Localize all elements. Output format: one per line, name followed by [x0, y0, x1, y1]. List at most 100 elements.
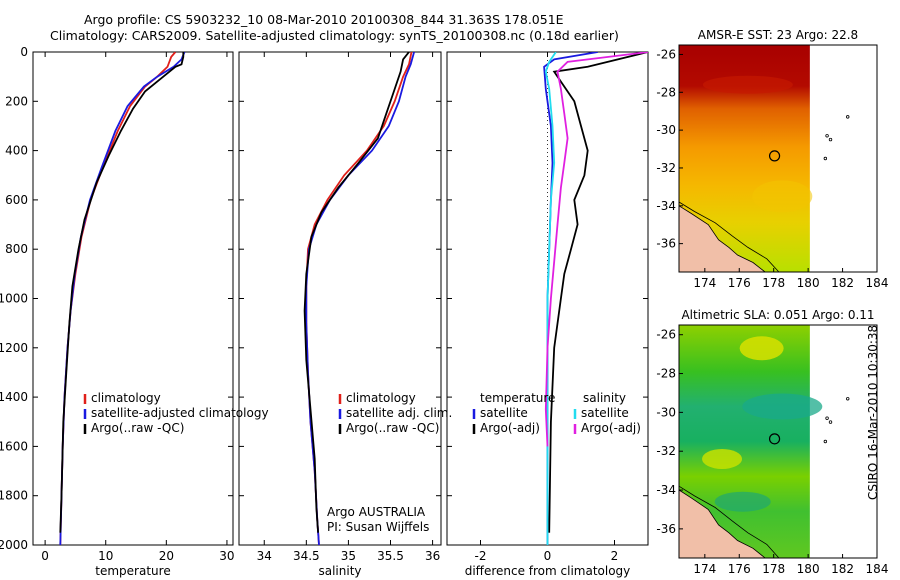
map-y-tick-label: -30: [656, 123, 676, 137]
x-tick-label: 2: [611, 549, 619, 563]
island-marker: [828, 137, 833, 142]
map-y-tick-label: -36: [656, 237, 676, 251]
map-y-tick-label: -32: [656, 444, 676, 458]
map-y-tick-label: -34: [656, 483, 676, 497]
island-marker: [825, 134, 829, 138]
y-tick-label: 1400: [0, 390, 28, 404]
map-x-tick-label: 182: [831, 562, 854, 576]
diff-legend-temperature-heading: temperature: [480, 391, 555, 405]
series-group: [543, 52, 648, 545]
sst-cool-patch: [752, 180, 813, 213]
x-tick-label: 36: [425, 549, 440, 563]
sla-low-patch-2: [714, 491, 771, 512]
y-tick-label: 800: [5, 242, 28, 256]
legend-label: satellite adj. clim.: [346, 406, 452, 420]
x-tick-label: 0: [41, 549, 49, 563]
panel-frame: [238, 51, 442, 546]
title-line-2: Climatology: CARS2009. Satellite-adjuste…: [50, 28, 619, 43]
legend-label: Argo(..raw -QC): [91, 421, 184, 435]
legend-label: climatology: [91, 391, 161, 405]
map-x-tick-label: 184: [866, 562, 889, 576]
series-line-argo-raw-qc-: [59, 52, 185, 533]
map-x-tick-label: 178: [762, 562, 785, 576]
x-tick-label: 30: [219, 549, 234, 563]
map-y-tick-label: -28: [656, 367, 676, 381]
series-line-salinity-argo-adj-: [544, 52, 648, 447]
sla-high-patch: [739, 336, 784, 361]
x-tick-label: 34.5: [293, 549, 320, 563]
map-panels: AMSR-E SST: 23 Argo: 22.8 174 176 178 180 182…: [656, 28, 888, 576]
series-line-argo-raw-qc-: [303, 52, 410, 533]
island-marker: [823, 439, 828, 444]
legend-label: satellite: [480, 406, 528, 420]
x-axis-label: difference from climatology: [465, 564, 631, 578]
map-x-tick-label: 184: [866, 276, 889, 290]
map-x-tick-label: 180: [797, 276, 820, 290]
x-tick-label: 34: [257, 549, 272, 563]
legend-label: satellite: [581, 406, 629, 420]
y-tick-label: 1000: [0, 292, 28, 306]
x-tick-label: 35: [341, 549, 356, 563]
map-y-tick-label: -28: [656, 85, 676, 99]
island-marker: [828, 420, 833, 424]
map-y-tick-label: -34: [656, 199, 676, 213]
x-tick-label: -2: [475, 549, 487, 563]
series-line-satellite-adjusted-climatology: [59, 52, 186, 545]
x-tick-label: 0: [544, 549, 552, 563]
y-tick-label: 400: [5, 144, 28, 158]
map-x-tick-label: 182: [831, 276, 854, 290]
sla-high-patch-2: [702, 448, 743, 469]
sst-warm-patch: [702, 75, 793, 94]
map-frame: [678, 44, 878, 273]
annotation-line-2: PI: Susan Wijffels: [327, 520, 429, 534]
bathymetry-contour: [678, 201, 780, 273]
series-group: [303, 52, 415, 545]
y-tick-label: 1600: [0, 439, 28, 453]
map-panel-1: AMSR-E SST: 23 Argo: 22.8 174 176 178 180 182…: [656, 28, 888, 290]
x-axis-label: salinity: [318, 564, 361, 578]
map-x-tick-label: 174: [693, 276, 716, 290]
island-marker: [823, 156, 828, 161]
map-frame: [678, 324, 878, 559]
y-tick-label: 2000: [0, 538, 28, 552]
map-x-tick-label: 180: [797, 562, 820, 576]
map-y-tick-label: -36: [656, 522, 676, 536]
map-panel-2: Altimetric SLA: 0.051 Argo: 0.11 174 176 17…: [656, 308, 888, 576]
map-title: AMSR-E SST: 23 Argo: 22.8: [698, 28, 858, 42]
series-group: [59, 52, 186, 545]
map-y-tick-label: -30: [656, 405, 676, 419]
map-x-tick-label: 174: [693, 562, 716, 576]
y-tick-label: 200: [5, 94, 28, 108]
x-tick-label: 35.5: [377, 549, 404, 563]
argo-float-marker: [768, 433, 781, 445]
x-tick-label: 20: [159, 549, 174, 563]
map-x-tick-label: 176: [728, 562, 751, 576]
legend-label: satellite-adjusted climatology: [91, 406, 269, 420]
island-marker: [846, 115, 850, 119]
legend-label: Argo(-adj): [581, 421, 641, 435]
x-tick-label: 10: [98, 549, 113, 563]
diff-legend-salinity-heading: salinity: [583, 391, 626, 405]
y-tick-label: 1200: [0, 341, 28, 355]
legend-label: Argo(-adj): [480, 421, 540, 435]
island-marker: [846, 397, 850, 401]
title-line-1: Argo profile: CS 5903232_10 08-Mar-2010 …: [84, 12, 564, 27]
map-x-tick-label: 176: [728, 276, 751, 290]
map-y-tick-label: -26: [656, 328, 676, 342]
annotation-line-1: Argo AUSTRALIA: [327, 505, 426, 519]
legend-label: climatology: [346, 391, 416, 405]
sla-low-patch: [742, 393, 823, 420]
map-y-tick-label: -26: [656, 47, 676, 61]
series-line-temperature-argo-adj-: [548, 52, 648, 533]
profile-panels: 0 10 20 30 0 200 400 600 800 1000 1200 1400 1600 1800…: [0, 45, 649, 578]
profile-panel-1: 0 10 20 30 0 200 400 600 800 1000 1200 1400 1600 1800…: [0, 45, 235, 578]
y-tick-label: 600: [5, 193, 28, 207]
x-axis-label: temperature: [95, 564, 170, 578]
y-tick-label: 1800: [0, 489, 28, 503]
